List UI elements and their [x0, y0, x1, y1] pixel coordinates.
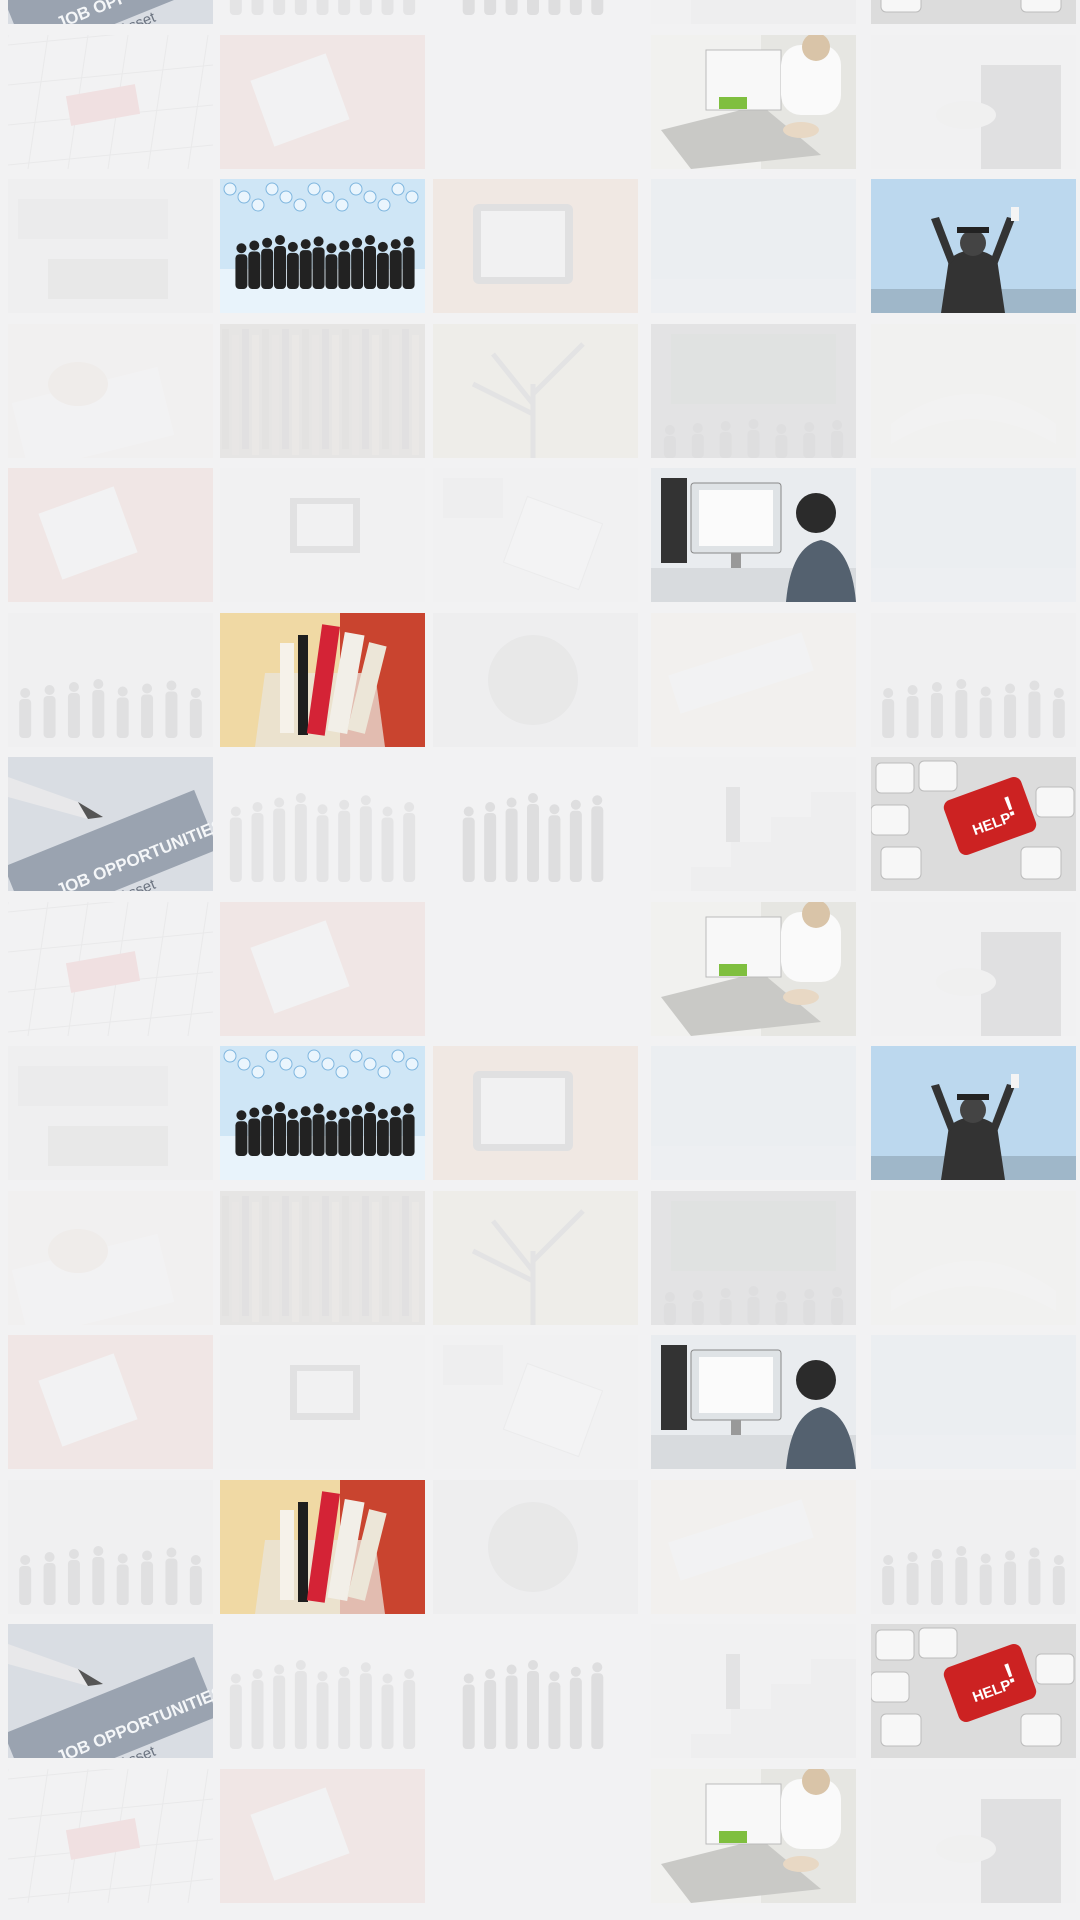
mosaic-tile-office-computer: [220, 1335, 425, 1469]
mosaic-tile-keyboard-desk: [8, 1046, 213, 1180]
mosaic-tile-help-key: HELP !: [871, 757, 1076, 891]
mosaic-tile-bookshelf: [220, 1191, 425, 1325]
mosaic-tile-laptop-typing: [651, 902, 856, 1036]
mosaic-tile-dark-meeting: [871, 1480, 1076, 1614]
mosaic-tile-sky-person: [651, 179, 856, 313]
mosaic-tile-graduate-arms: [871, 1046, 1076, 1180]
mosaic-tile-open-book: [871, 324, 1076, 458]
mosaic-tile-sky-person: [651, 1046, 856, 1180]
mosaic-tile-group-standing-dark: [433, 757, 638, 891]
mosaic-tile-employment-keyboard: [651, 613, 856, 747]
mosaic-tile-job-opportunities: JOB OPPORTUNITIES Asset: [8, 757, 213, 891]
mosaic-tile-tablet-hands: [433, 1046, 638, 1180]
mosaic-tile-handshake: [871, 35, 1076, 169]
mosaic-tile-woman-monitor: [651, 1335, 856, 1469]
mosaic-tile-red-notebook: [8, 1335, 213, 1469]
mosaic-tile-notebook-desk: [220, 902, 425, 1036]
mosaic-tile-dark-meeting: [871, 613, 1076, 747]
mosaic-tile-graduate-arms: [871, 179, 1076, 313]
mosaic-tile-open-book: [871, 1191, 1076, 1325]
mosaic-tile-blue-sky: [871, 1335, 1076, 1469]
mosaic-tile-group-standing-dark: [433, 0, 638, 24]
mosaic-tile-stairs-walker: [651, 757, 856, 891]
mosaic-tile-stairs-walker: [651, 1624, 856, 1758]
mosaic-tile-calendar-red: [8, 35, 213, 169]
mosaic-tile-bookshelf: [220, 324, 425, 458]
mosaic-tile-blank: [433, 35, 638, 169]
mosaic-tile-social-network-people: [220, 179, 425, 313]
mosaic-tile-blank: [433, 1769, 638, 1903]
mosaic-tile-group-standing: [220, 1624, 425, 1758]
mosaic-tile-writing-hand: [8, 1191, 213, 1325]
mosaic-tile-group-standing: [220, 757, 425, 891]
mosaic-tile-calendar-red: [8, 1769, 213, 1903]
mosaic-tile-laptop-typing: [651, 1769, 856, 1903]
mosaic-tile-job-opportunities: JOB OPPORTUNITIES Asset: [8, 1624, 213, 1758]
mosaic-tile-writing-hand: [8, 324, 213, 458]
mosaic-tile-stairs-walker: [651, 0, 856, 24]
mosaic-tile-dial-tools: [433, 613, 638, 747]
mosaic-tile-classroom-board: [651, 324, 856, 458]
mosaic-tile-pencil-cup: [220, 1480, 425, 1614]
mosaic-tile-handshake: [871, 1769, 1076, 1903]
mosaic-tile-pencil-cup: [220, 613, 425, 747]
mosaic-tile-help-key: HELP !: [871, 1624, 1076, 1758]
mosaic-tile-social-network-people: [220, 1046, 425, 1180]
mosaic-tile-calendar-red: [8, 902, 213, 1036]
mosaic-tile-keyboard-desk: [8, 179, 213, 313]
mosaic-tile-tree-branches: [433, 1191, 638, 1325]
mosaic-tile-classroom-board: [651, 1191, 856, 1325]
mosaic-tile-help-key: HELP !: [871, 0, 1076, 24]
mosaic-tile-crowd-silhouette: [8, 1480, 213, 1614]
mosaic-tile-tree-branches: [433, 324, 638, 458]
mosaic-tile-laptop-typing: [651, 35, 856, 169]
mosaic-tile-crowd-silhouette: [8, 613, 213, 747]
mosaic-tile-job-opportunities: JOB OPPORTUNITIES Asset: [8, 0, 213, 24]
mosaic-tile-woman-monitor: [651, 468, 856, 602]
mosaic-tile-group-standing: [220, 0, 425, 24]
mosaic-tile-papers-calculator: [433, 468, 638, 602]
mosaic-tile-handshake: [871, 902, 1076, 1036]
mosaic-tile-employment-keyboard: [651, 1480, 856, 1614]
mosaic-tile-notebook-desk: [220, 1769, 425, 1903]
mosaic-tile-papers-calculator: [433, 1335, 638, 1469]
mosaic-tile-tablet-hands: [433, 179, 638, 313]
mosaic-tile-red-notebook: [8, 468, 213, 602]
mosaic-tile-group-standing-dark: [433, 1624, 638, 1758]
mosaic-tile-blank: [433, 902, 638, 1036]
mosaic-tile-dial-tools: [433, 1480, 638, 1614]
mosaic-tile-notebook-desk: [220, 35, 425, 169]
mosaic-tile-blue-sky: [871, 468, 1076, 602]
mosaic-tile-office-computer: [220, 468, 425, 602]
